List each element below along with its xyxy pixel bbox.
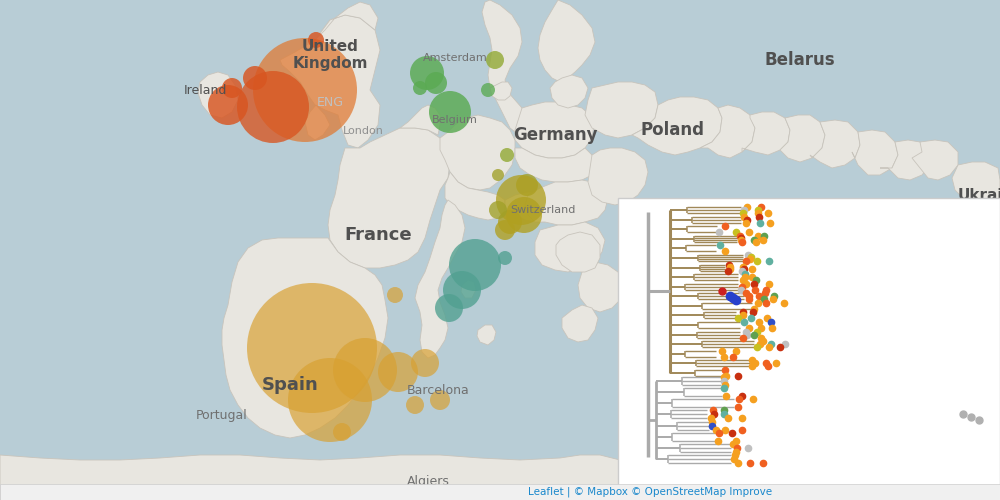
Text: Barcelona: Barcelona — [407, 384, 469, 396]
Ellipse shape — [498, 251, 512, 265]
Polygon shape — [328, 128, 450, 268]
Ellipse shape — [222, 78, 242, 98]
Text: Algiers: Algiers — [407, 476, 449, 488]
Polygon shape — [952, 162, 1000, 205]
Ellipse shape — [378, 352, 418, 392]
Ellipse shape — [243, 66, 267, 90]
Text: Cro: Cro — [618, 305, 636, 315]
Polygon shape — [461, 280, 476, 298]
Polygon shape — [198, 72, 238, 118]
Ellipse shape — [495, 220, 515, 240]
Ellipse shape — [500, 148, 514, 162]
Polygon shape — [780, 115, 825, 162]
Polygon shape — [490, 82, 512, 100]
Text: Austria: Austria — [618, 263, 658, 273]
Bar — [618, 198, 1000, 487]
Ellipse shape — [425, 72, 447, 94]
Text: Slovakia: Slovakia — [689, 248, 741, 262]
Ellipse shape — [288, 358, 372, 442]
Polygon shape — [222, 238, 388, 438]
Ellipse shape — [506, 197, 542, 233]
Polygon shape — [562, 305, 598, 342]
Polygon shape — [742, 112, 790, 155]
Ellipse shape — [247, 283, 377, 413]
Polygon shape — [588, 148, 648, 205]
Ellipse shape — [430, 390, 450, 410]
Polygon shape — [0, 455, 1000, 500]
Polygon shape — [880, 140, 930, 180]
Polygon shape — [632, 97, 722, 155]
Polygon shape — [810, 120, 860, 168]
Polygon shape — [505, 192, 560, 222]
Ellipse shape — [333, 423, 351, 441]
Polygon shape — [538, 0, 595, 82]
Ellipse shape — [498, 210, 522, 234]
Ellipse shape — [443, 271, 481, 309]
Text: Hung: Hung — [650, 278, 686, 292]
Ellipse shape — [435, 294, 463, 322]
Text: France: France — [344, 226, 412, 244]
Bar — [0, 484, 1000, 500]
Polygon shape — [852, 130, 898, 175]
Ellipse shape — [481, 83, 495, 97]
Ellipse shape — [411, 349, 439, 377]
Polygon shape — [578, 262, 625, 312]
Polygon shape — [515, 148, 595, 182]
Ellipse shape — [333, 338, 397, 402]
Polygon shape — [440, 115, 515, 190]
Ellipse shape — [492, 169, 504, 181]
Polygon shape — [535, 222, 605, 272]
Ellipse shape — [413, 81, 427, 95]
Text: ENG: ENG — [316, 96, 344, 108]
Ellipse shape — [449, 239, 501, 291]
Ellipse shape — [406, 396, 424, 414]
Ellipse shape — [387, 287, 403, 303]
Text: Belgium: Belgium — [432, 115, 478, 125]
Ellipse shape — [489, 201, 507, 219]
Text: Germany: Germany — [513, 126, 597, 144]
Ellipse shape — [516, 174, 538, 196]
Polygon shape — [912, 140, 958, 180]
Polygon shape — [515, 102, 594, 158]
Ellipse shape — [308, 32, 324, 48]
Text: London: London — [343, 126, 383, 136]
Ellipse shape — [496, 175, 546, 225]
Ellipse shape — [208, 85, 248, 125]
Text: Roma: Roma — [702, 318, 738, 332]
Text: Amsterdam: Amsterdam — [423, 53, 487, 63]
Polygon shape — [525, 180, 608, 225]
Polygon shape — [315, 2, 378, 40]
Polygon shape — [482, 0, 525, 132]
Polygon shape — [305, 105, 330, 140]
Ellipse shape — [486, 51, 504, 69]
Text: Belarus: Belarus — [765, 51, 835, 69]
Ellipse shape — [410, 56, 444, 90]
Ellipse shape — [237, 71, 309, 143]
Polygon shape — [400, 105, 440, 135]
Text: Albania: Albania — [624, 350, 666, 360]
Text: Czechia: Czechia — [643, 214, 693, 226]
Ellipse shape — [429, 91, 471, 133]
Polygon shape — [700, 105, 755, 158]
Polygon shape — [477, 325, 496, 345]
Polygon shape — [556, 232, 600, 272]
Text: Portugal: Portugal — [196, 408, 248, 422]
Polygon shape — [550, 75, 588, 108]
Text: United
Kingdom: United Kingdom — [292, 39, 368, 71]
Polygon shape — [415, 200, 465, 358]
Text: Ireland: Ireland — [183, 84, 227, 96]
Polygon shape — [280, 15, 380, 148]
Text: Switzerland: Switzerland — [510, 205, 576, 215]
Text: Poland: Poland — [640, 121, 704, 139]
Text: Leaflet | © Mapbox © OpenStreetMap Improve: Leaflet | © Mapbox © OpenStreetMap Impro… — [528, 487, 772, 497]
Ellipse shape — [253, 38, 357, 142]
Polygon shape — [585, 82, 658, 138]
Text: Ukrai: Ukrai — [957, 188, 1000, 202]
Polygon shape — [445, 172, 505, 220]
Text: Spain: Spain — [262, 376, 318, 394]
